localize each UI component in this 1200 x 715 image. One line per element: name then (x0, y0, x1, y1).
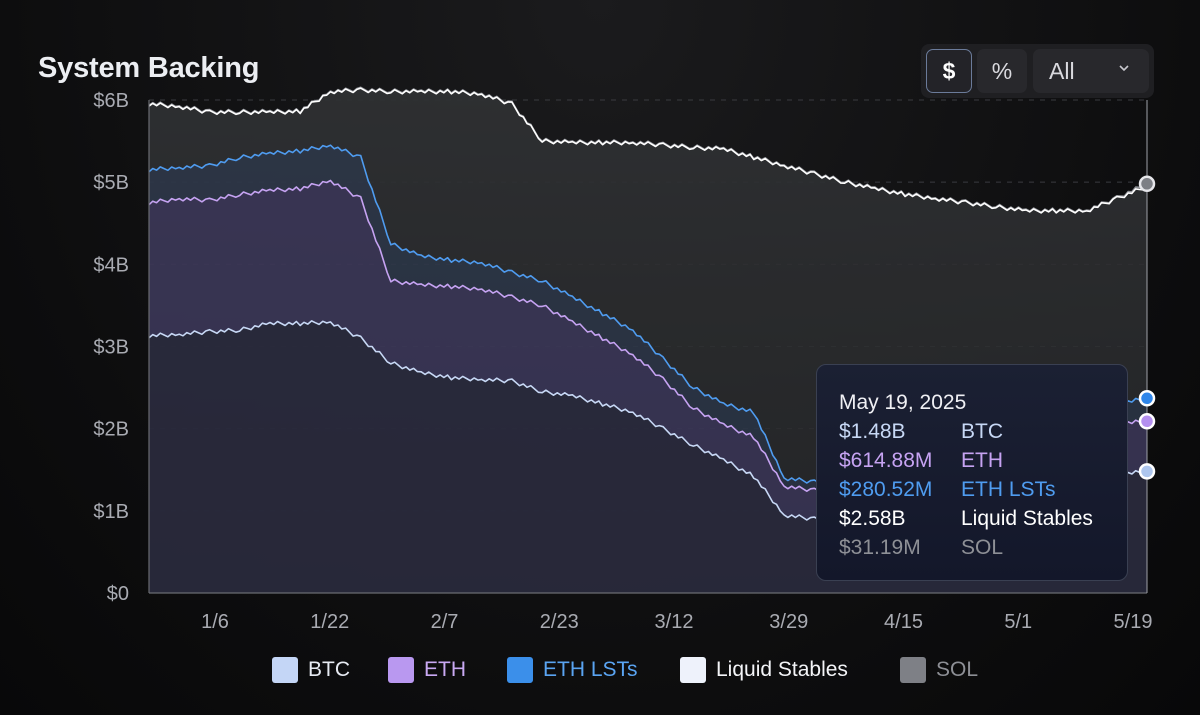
legend-label: Liquid Stables (716, 658, 848, 681)
legend-label: BTC (308, 658, 350, 681)
y-tick-label: $5B (93, 172, 129, 194)
legend-label: ETH (424, 658, 466, 681)
x-tick-label: 5/19 (1114, 611, 1153, 633)
time-range-value: All (1049, 57, 1075, 84)
marker-eth-lsts (1138, 390, 1156, 407)
dollar-unit-button[interactable]: $ (926, 49, 972, 93)
y-tick-label: $3B (93, 337, 129, 359)
y-tick-label: $6B (93, 90, 129, 112)
series-line-liquid-stables (148, 87, 1148, 214)
x-tick-label: 2/23 (540, 611, 579, 633)
chart-controls: $ % All (921, 44, 1154, 98)
legend-swatch (680, 657, 706, 683)
legend-item-eth[interactable]: ETH (388, 657, 466, 683)
legend-label: ETH LSTs (543, 658, 638, 681)
marker-eth (1138, 413, 1156, 430)
legend-item-liquid-stables[interactable]: Liquid Stables (680, 657, 848, 683)
y-tick-label: $4B (93, 254, 129, 276)
legend-swatch (272, 657, 298, 683)
percent-unit-button[interactable]: % (977, 49, 1027, 93)
x-tick-label: 4/15 (884, 611, 923, 633)
legend-swatch (388, 657, 414, 683)
chart-title: System Backing (38, 52, 260, 84)
tooltip-value: $31.19M (839, 536, 921, 559)
chart-tooltip: May 19, 2025 $1.48B BTC $614.88M ETH $28… (816, 364, 1128, 581)
legend-item-eth-lsts[interactable]: ETH LSTs (507, 657, 638, 683)
tooltip-series-name: Liquid Stables (961, 507, 1093, 530)
x-tick-label: 5/1 (1004, 611, 1032, 633)
time-range-select[interactable]: All (1033, 49, 1149, 93)
tooltip-series-name: ETH (961, 449, 1003, 472)
tooltip-series-name: BTC (961, 420, 1003, 443)
y-tick-label: $0 (107, 583, 129, 605)
legend-swatch (507, 657, 533, 683)
legend-label: SOL (936, 658, 979, 681)
y-tick-label: $2B (93, 419, 129, 441)
y-tick-label: $1B (93, 501, 129, 523)
tooltip-value: $1.48B (839, 420, 906, 443)
chevron-down-icon (1119, 65, 1129, 72)
legend-swatch (900, 657, 926, 683)
tooltip-value: $2.58B (839, 507, 906, 530)
tooltip-date: May 19, 2025 (839, 391, 967, 414)
marker-sol (1138, 175, 1156, 193)
legend-item-btc[interactable]: BTC (272, 657, 350, 683)
tooltip-series-name: ETH LSTs (961, 478, 1056, 501)
x-tick-label: 1/22 (310, 611, 349, 633)
x-tick-label: 3/29 (769, 611, 808, 633)
x-tick-label: 2/7 (431, 611, 459, 633)
x-tick-label: 1/6 (201, 611, 229, 633)
tooltip-series-name: SOL (961, 536, 1004, 559)
chart-legend: BTC ETH ETH LSTs Liquid Stables SOL (0, 657, 1200, 687)
tooltip-value: $614.88M (839, 449, 933, 472)
legend-item-sol[interactable]: SOL (900, 657, 978, 683)
marker-btc (1138, 463, 1156, 480)
x-tick-label: 3/12 (655, 611, 694, 633)
tooltip-value: $280.52M (839, 478, 933, 501)
